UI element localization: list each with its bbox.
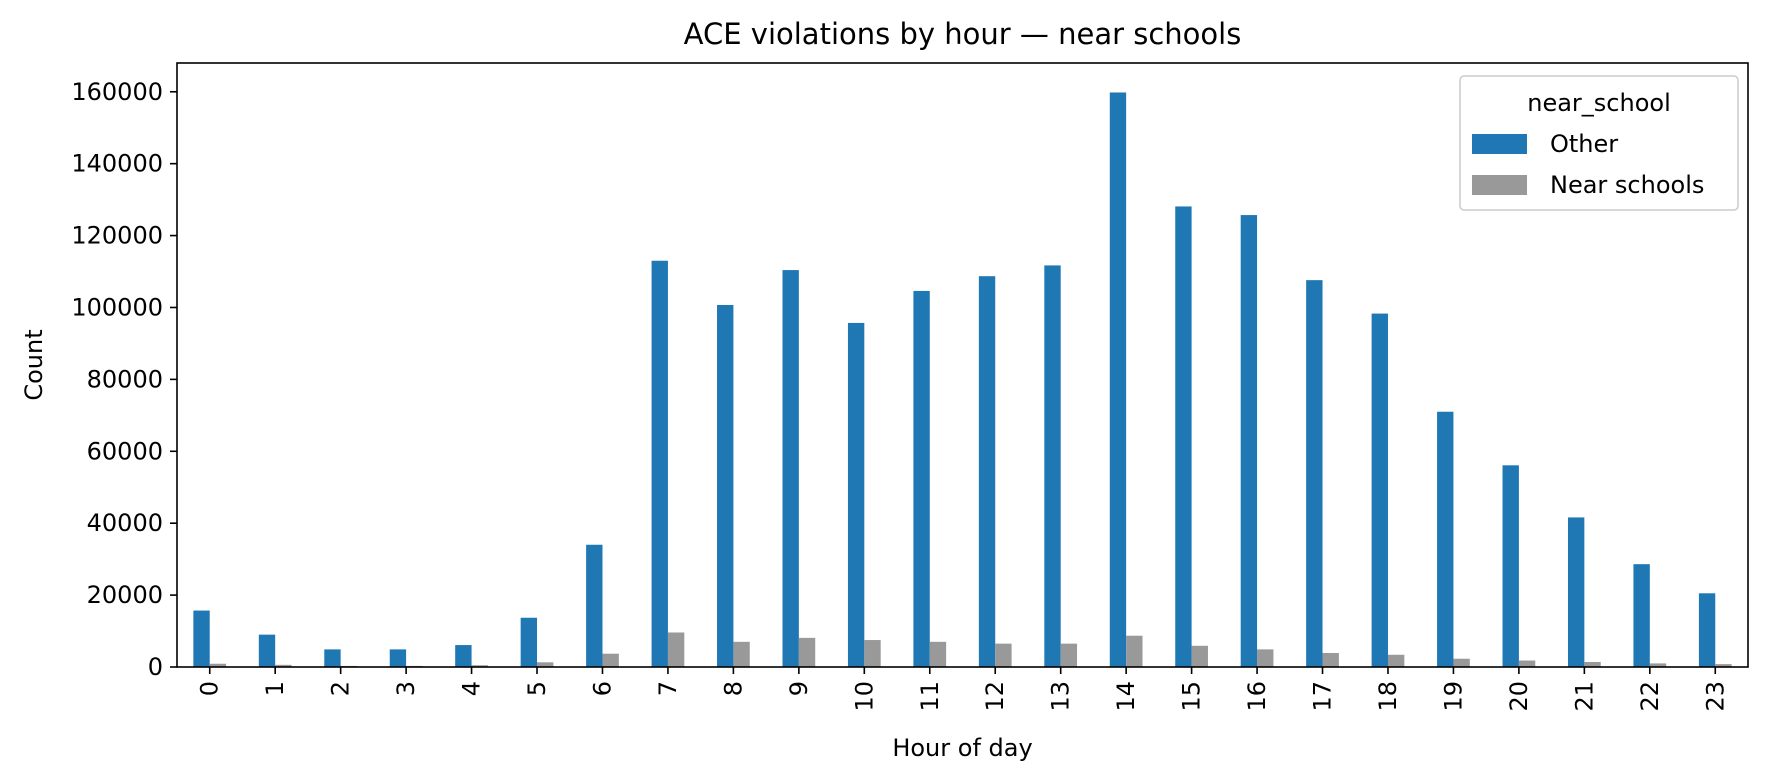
plot-frame [176, 62, 1749, 668]
x-tick-label: 11 [916, 681, 944, 712]
x-tick-label: 23 [1701, 681, 1729, 712]
y-tick-label: 160000 [71, 78, 163, 106]
x-tick-label: 8 [719, 681, 747, 696]
bar-near-schools [667, 632, 685, 667]
bar-near-schools [1060, 643, 1078, 667]
x-tick-label: 1 [261, 681, 289, 696]
x-tick-label: 19 [1439, 681, 1467, 712]
x-tick-label: 12 [981, 681, 1009, 712]
bar-other [520, 617, 538, 667]
bar-other [1502, 465, 1519, 667]
y-tick-label: 0 [148, 653, 163, 681]
bar-near-schools [209, 663, 227, 667]
x-tick-label: 15 [1178, 681, 1206, 712]
y-tick-label: 140000 [71, 150, 163, 178]
bar-other [1698, 593, 1716, 667]
bar-near-schools [1257, 649, 1274, 667]
legend-label: Other [1550, 130, 1618, 158]
x-axis: 0 1 2 3 4 5 6 7 8 9 10 11 12 13 14 15 16 17 18 19 20 21 22 23 [196, 667, 1729, 712]
x-tick-label: 6 [588, 681, 616, 696]
legend-swatch [1472, 175, 1527, 195]
x-tick-label: 20 [1505, 681, 1533, 712]
y-tick-label: 80000 [87, 365, 163, 393]
bar-near-schools [1649, 663, 1667, 667]
x-tick-label: 4 [458, 681, 486, 696]
x-axis-label: Hour of day [892, 734, 1032, 762]
y-axis-label: Count [20, 329, 48, 400]
bar-near-schools [1322, 652, 1339, 667]
bar-near-schools [537, 662, 554, 667]
bar-other [1371, 313, 1388, 667]
bar-other [651, 260, 668, 667]
bar-other [1044, 265, 1061, 667]
bar-other [455, 645, 472, 667]
legend-title: near_school [1527, 89, 1671, 117]
legend: near_school Other Near schools [1459, 75, 1739, 211]
bar-near-schools [471, 665, 488, 667]
x-tick-label: 0 [196, 681, 224, 696]
x-tick-label: 3 [392, 681, 420, 696]
y-tick-label: 40000 [87, 509, 163, 537]
x-tick-label: 21 [1570, 681, 1598, 712]
x-tick-label: 13 [1047, 681, 1075, 712]
x-tick-label: 5 [523, 681, 551, 696]
legend-swatch [1472, 134, 1527, 154]
bar-near-schools [929, 641, 947, 667]
x-tick-label: 17 [1309, 681, 1337, 712]
bar-other [717, 304, 734, 667]
bar-near-schools [1518, 660, 1536, 667]
x-tick-label: 16 [1243, 681, 1271, 712]
bar-near-schools [275, 664, 292, 667]
x-tick-label: 9 [785, 681, 813, 696]
bar-other [258, 634, 276, 667]
legend-label: Near schools [1550, 171, 1704, 199]
y-tick-label: 100000 [71, 293, 163, 321]
y-axis: 0 20000 40000 60000 80000 100000 120000 140000 1… [71, 78, 177, 681]
bar-other [782, 270, 799, 667]
bar-other [1437, 411, 1454, 667]
y-tick-label: 120000 [71, 222, 163, 250]
bar-near-schools [1191, 645, 1208, 667]
bar-other [389, 649, 407, 667]
x-tick-label: 18 [1374, 681, 1402, 712]
bar-other [1240, 215, 1258, 668]
bar-other [913, 290, 930, 667]
y-tick-label: 60000 [87, 437, 163, 465]
bar-other [1175, 206, 1192, 667]
bar-near-schools [1387, 654, 1405, 667]
bar-other [193, 610, 210, 667]
bar-near-schools [602, 653, 619, 667]
x-tick-label: 2 [327, 681, 355, 696]
x-tick-label: 22 [1636, 681, 1664, 712]
bar-near-schools [733, 641, 750, 667]
bar-near-schools [1715, 664, 1732, 667]
bar-other [978, 276, 996, 667]
chart-title: ACE violations by hour — near schools [684, 17, 1242, 51]
bar-other [1633, 564, 1650, 667]
bar-near-schools [1126, 635, 1143, 667]
bar-other [324, 649, 341, 667]
bar-other [1109, 92, 1127, 667]
bar-other [1306, 280, 1323, 667]
bar-other [847, 322, 865, 667]
legend-items: Other Near schools [1472, 130, 1704, 199]
bar-near-schools [1453, 658, 1470, 667]
bar-other [586, 544, 603, 667]
y-tick-label: 20000 [87, 581, 163, 609]
bars [193, 92, 1732, 668]
bar-near-schools [798, 637, 816, 667]
bar-near-schools [995, 643, 1012, 667]
x-tick-label: 7 [654, 681, 682, 696]
bar-near-schools [864, 640, 881, 667]
bar-other [1567, 517, 1585, 667]
x-tick-label: 14 [1112, 681, 1140, 712]
x-tick-label: 10 [850, 681, 878, 712]
legend-box [1459, 75, 1739, 211]
bar-near-schools [1584, 661, 1601, 667]
